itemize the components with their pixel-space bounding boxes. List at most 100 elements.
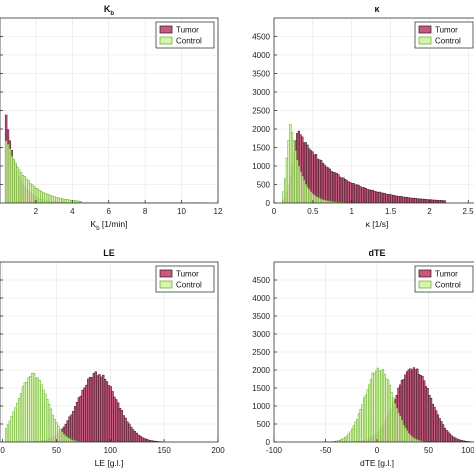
histogram-bar-control [40,191,43,203]
histogram-bar-control [316,196,319,203]
histogram-bar-tumor [438,418,441,442]
x-tick-label: 200 [211,446,225,455]
histogram-bar-control [34,378,38,442]
y-tick-label: 1000 [252,402,270,411]
histogram-bar-tumor [342,177,345,203]
histogram-bar-control [347,433,350,442]
histogram-bar-control [380,370,383,442]
x-tick-label: 8 [143,207,148,216]
x-tick-label: 2 [34,207,39,216]
histogram-bar-tumor [378,191,381,203]
histogram-bar-control [53,419,56,442]
histogram-bar-tumor [392,195,395,203]
histogram-bar-tumor [321,162,325,203]
histogram-bar-tumor [102,374,105,442]
histogram-bar-control [375,370,378,442]
histogram-bar-tumor [436,414,440,442]
y-tick-label: 4500 [252,276,270,285]
x-tick-label: 2 [427,207,432,216]
histogram-bar-control [308,189,311,203]
histogram-bar-control [289,123,292,203]
histogram-bar-tumor [139,435,142,442]
histogram-bar-tumor [411,369,414,442]
histogram-bar-tumor [433,406,436,442]
histogram-bar-control [49,195,53,203]
histogram-bar-tumor [354,184,357,203]
histogram-bar-control [306,187,309,203]
histogram-bar-control [344,436,347,442]
y-tick-label: 2500 [252,348,270,357]
histogram-bar-control [62,198,66,203]
histogram-bar-tumor [375,191,378,203]
histogram-bar-tumor [405,196,409,203]
histogram-bar-control [366,389,369,442]
histogram-bar-control [31,184,34,203]
histogram-bar-control [31,372,34,442]
histogram-bar-control [10,155,13,203]
histogram-bar-tumor [441,424,445,442]
histogram-bar-control [318,197,321,203]
histogram-bar-tumor [332,171,335,203]
histogram-bar-control [64,199,68,203]
y-tick-label: 2000 [252,125,270,134]
histogram-bar-tumor [417,198,421,203]
histogram-bar-tumor [411,197,414,203]
histogram-bar-control [18,169,21,203]
histogram-bar-tumor [352,183,355,203]
histogram-bar-tumor [416,198,419,203]
y-tick-label: 1000 [252,162,270,171]
histogram-bar-tumor [443,427,446,442]
histogram-bar-tumor [409,368,412,442]
histogram-bar-tumor [135,432,138,442]
histogram-bar-tumor [131,429,135,442]
x-tick-label: 4 [70,207,75,216]
histogram-bar-control [352,425,355,442]
histogram-bar-control [64,435,68,442]
histogram-bar-tumor [130,426,133,442]
histogram-bar-control [392,397,395,442]
histogram-bar-tumor [448,433,452,442]
histogram-bar-tumor [361,187,364,203]
histogram-bar-tumor [107,385,110,442]
histogram-bar-control [302,180,306,203]
histogram-bar-control [407,433,410,442]
histogram-bar-tumor [412,367,416,442]
x-tick-label: 6 [107,207,112,216]
histogram-bar-control [409,434,412,442]
chart-panel-dte: -100 -50 0 50 100050010001500200025003000350… [252,248,474,468]
histogram-bar-tumor [363,187,366,203]
histogram-bar-control [304,184,307,203]
histogram-bar-control [323,199,326,203]
histogram-bar-control [402,424,405,442]
x-tick-label: 50 [424,446,433,455]
histogram-bar-tumor [429,397,433,442]
x-tick-label: 0.5 [307,207,319,216]
chart-panel-kappa: 0 0.5 1 1.5 2 2.5 0 500 1000 1500 2000 2500 3000 3500… [252,4,474,229]
histogram-bar-tumor [376,191,379,203]
histogram-bar-control [51,414,54,442]
histogram-bar-control [376,367,379,442]
x-tick-label: 0 [272,207,277,216]
histogram-bar-control [345,435,349,442]
x-tick-label: 12 [214,207,223,216]
histogram-bar-control [19,393,23,442]
histogram-bar-control [12,158,15,203]
histogram-bar-tumor [383,193,386,203]
histogram-bar-tumor [349,182,352,203]
y-tick-label: 2500 [252,107,270,116]
histogram-bar-control [68,199,71,203]
legend: Tumor Control [414,21,474,49]
histogram-bar-tumor [400,196,403,203]
histogram-bar-control [314,196,318,203]
histogram-bar-tumor [81,389,84,442]
histogram-bar-control [397,412,400,442]
histogram-bar-control [25,381,28,442]
histogram-bar-control [51,196,54,203]
histogram-bar-control [356,418,359,442]
histogram-bar-tumor [333,172,337,203]
histogram-bar-control [59,428,62,442]
legend-swatch-control [418,36,432,45]
histogram-bar-tumor [96,375,99,442]
histogram-bar-control [79,201,82,203]
